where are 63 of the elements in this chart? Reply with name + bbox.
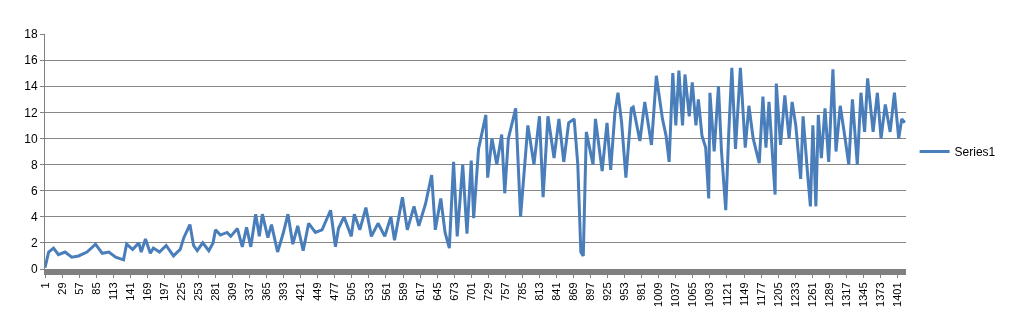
x-tick-label: 393: [277, 282, 290, 301]
x-tick-label: 701: [464, 282, 477, 301]
x-tick-label: 757: [498, 282, 511, 301]
x-tick-label: 925: [601, 282, 614, 301]
x-tick-label: 1177: [754, 282, 767, 307]
x-tick-label: 841: [550, 282, 563, 301]
y-tick-label: 2: [30, 236, 38, 251]
x-tick-label: 449: [311, 282, 324, 301]
x-tick-label: 505: [345, 282, 358, 301]
x-tick-label: 281: [209, 282, 222, 301]
x-tick-label: 1317: [839, 282, 852, 307]
x-tick-label: 1289: [822, 282, 835, 307]
y-tick-label: 18: [24, 27, 38, 42]
y-tick-label: 12: [24, 105, 38, 120]
y-tick-label: 14: [24, 79, 38, 94]
x-tick-label: 421: [294, 282, 307, 301]
x-tick-label: 169: [140, 282, 153, 301]
x-tick-label: 561: [379, 282, 392, 301]
x-tick-label: 1065: [686, 282, 699, 307]
x-tick-label: 645: [430, 282, 443, 301]
x-tick-label: 477: [328, 282, 341, 301]
x-tick-label: 897: [584, 282, 597, 301]
x-tick-label: 1: [38, 282, 51, 289]
x-tick-label: 1401: [891, 282, 904, 307]
x-tick-label: 141: [123, 282, 136, 301]
x-tick-label: 1345: [856, 282, 869, 307]
y-tick-label: 4: [30, 209, 38, 224]
x-tick-label: 1261: [805, 282, 818, 307]
y-tick-label: 0: [30, 262, 38, 277]
y-tick-label: 6: [30, 183, 38, 198]
x-tick-label: 225: [174, 282, 187, 301]
x-tick-label: 1093: [703, 282, 716, 307]
x-tick-label: 1233: [788, 282, 801, 307]
line-series: [45, 66, 906, 269]
x-tick-label: 869: [567, 282, 580, 301]
x-tick-label: 1373: [874, 282, 887, 307]
x-tick-label: 365: [260, 282, 273, 301]
y-tick-label: 16: [24, 53, 38, 68]
x-tick-label: 29: [55, 282, 68, 295]
x-tick-label: 533: [362, 282, 375, 301]
x-tick-label: 589: [396, 282, 409, 301]
y-tick-label: 8: [30, 157, 38, 172]
x-tick-label: 813: [533, 282, 546, 301]
x-tick-label: 673: [447, 282, 460, 301]
x-tick-label: 1205: [771, 282, 784, 307]
x-tick-label: 981: [635, 282, 648, 301]
x-tick-label: 617: [413, 282, 426, 301]
x-tick-label: 309: [226, 282, 239, 301]
x-tick-label: 729: [481, 282, 494, 301]
x-tick-label: 1121: [720, 282, 733, 307]
y-tick-label: 10: [24, 131, 38, 146]
x-tick-label: 57: [72, 282, 85, 295]
x-tick-label: 785: [515, 282, 528, 301]
legend-label: Series1: [954, 145, 996, 160]
x-tick-label: 953: [618, 282, 631, 301]
x-tick-label: 253: [192, 282, 205, 301]
x-tick-label: 85: [89, 282, 102, 295]
x-tick-label: 197: [157, 282, 170, 301]
x-tick-label: 337: [243, 282, 256, 301]
x-tick-label: 1149: [737, 282, 750, 307]
x-tick-label: 113: [106, 282, 119, 300]
x-tick-label: 1009: [652, 282, 665, 307]
x-tick-label: 1037: [669, 282, 682, 307]
